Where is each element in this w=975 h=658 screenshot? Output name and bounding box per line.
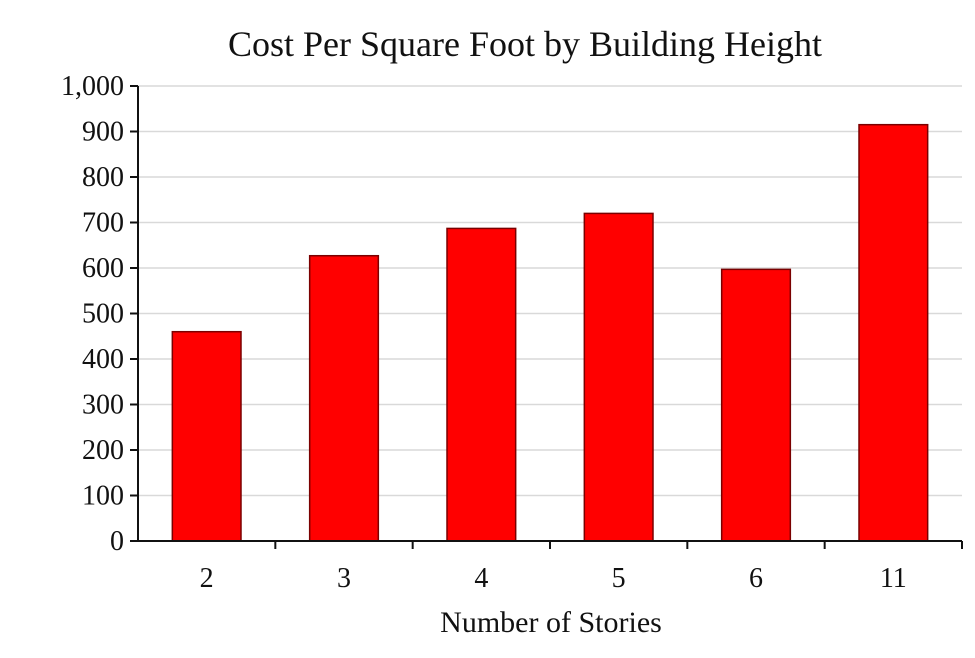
y-tick-label: 700 <box>82 208 124 239</box>
x-axis-label: Number of Stories <box>440 606 662 639</box>
y-tick-label: 1,000 <box>61 71 124 102</box>
y-tick-label: 500 <box>82 299 124 330</box>
x-axis-ticks: 2 3 4 5 6 11 <box>200 541 963 594</box>
x-tick-label: 5 <box>612 563 626 594</box>
y-tick-label: 100 <box>82 481 124 512</box>
y-tick-label: 0 <box>110 526 124 557</box>
y-axis-ticks: 0 100 200 300 400 500 600 700 800 900 1,000 <box>61 71 138 557</box>
chart-title: Cost Per Square Foot by Building Height <box>228 24 822 64</box>
bar-3 <box>308 254 380 542</box>
y-tick-label: 800 <box>82 162 124 193</box>
x-tick-label: 6 <box>749 563 763 594</box>
bar-6 <box>720 268 792 542</box>
y-tick-label: 900 <box>82 117 124 148</box>
y-tick-label: 600 <box>82 253 124 284</box>
bar-11 <box>858 123 929 542</box>
bar-4 <box>446 227 517 542</box>
x-tick-label: 2 <box>200 563 214 594</box>
x-tick-label: 11 <box>880 563 907 594</box>
y-tick-label: 400 <box>82 344 124 375</box>
bar-2 <box>171 330 242 542</box>
bar-5 <box>583 212 654 542</box>
x-tick-label: 4 <box>474 563 488 594</box>
gridlines <box>138 85 962 497</box>
bars <box>171 123 929 542</box>
y-tick-label: 300 <box>82 390 124 421</box>
x-tick-label: 3 <box>337 563 351 594</box>
y-tick-label: 200 <box>82 435 124 466</box>
